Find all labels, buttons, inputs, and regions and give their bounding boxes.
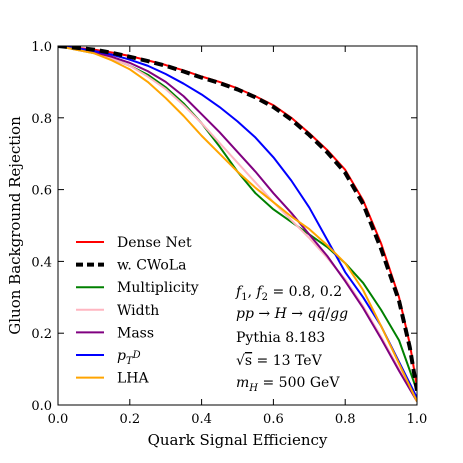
x-tick-label: 1.0 — [407, 412, 428, 427]
text-run: f — [235, 284, 244, 300]
text-run: w. CWoLa — [117, 258, 186, 274]
text-run: GeV — [305, 375, 340, 391]
text-run: . — [329, 284, 333, 300]
text-run: 8 — [302, 284, 311, 300]
annotation-process: pp → H → qq̄/gg — [236, 306, 348, 322]
y-tick-label: 0.0 — [31, 399, 52, 414]
y-tick-label: 1.0 — [31, 40, 52, 55]
text-run: 0 — [297, 375, 306, 391]
plot-frame — [57, 45, 418, 406]
x-tick-label: 0.8 — [335, 412, 356, 427]
series-line-p-t-d-5 — [58, 46, 417, 399]
text-run: = — [252, 353, 273, 369]
legend-label-multiplicity-2: Multiplicity — [117, 280, 199, 296]
text-run: p — [117, 348, 126, 364]
text-run: Width — [117, 303, 159, 319]
series-layer — [58, 46, 417, 402]
text-run: H — [248, 383, 258, 394]
x-tick-label: 0.6 — [263, 412, 284, 427]
annotation-f1-f2: f1​, f2​ = 0.8, 0.2 — [235, 284, 342, 303]
y-tick-label: 0.4 — [31, 255, 52, 270]
text-run: = — [268, 284, 289, 300]
x-tick-label: 0.4 — [191, 412, 212, 427]
text-run: H — [274, 306, 288, 322]
y-axis-label: Gluon Background Rejection — [6, 116, 24, 335]
text-run: p — [236, 306, 245, 322]
series-line-lha-6 — [58, 46, 417, 402]
series-line-w-cwola-1 — [58, 46, 417, 391]
legend-label-mass-4: Mass — [117, 325, 154, 341]
annotation-mass-h: mH​ = 500 GeV — [236, 375, 340, 394]
text-run: p — [245, 306, 254, 322]
text-run: g — [339, 306, 348, 322]
text-run: 0 — [288, 375, 297, 391]
text-run: q — [307, 306, 316, 322]
text-run: s — [245, 353, 252, 369]
text-run: √ — [236, 353, 245, 369]
text-run: Multiplicity — [117, 280, 199, 296]
text-run: 2 — [262, 292, 268, 303]
series-line-mass-4 — [58, 46, 417, 402]
x-tick-label: 0.0 — [48, 412, 69, 427]
text-run: Dense Net — [117, 235, 192, 251]
text-run: Pythia 8.183 — [236, 330, 325, 346]
text-run: / — [325, 306, 330, 322]
legend: Dense Net w. CWoLa Multiplicity Width Mass pT… — [76, 235, 199, 387]
text-run: LHA — [117, 371, 150, 387]
y-tick-label: 0.2 — [31, 327, 52, 342]
axes-layer: 0.0 0.2 0.4 0.6 0.8 1.00.00.20.40.60.81.0Quar… — [6, 40, 427, 449]
x-axis-label: Quark Signal Efficiency — [148, 431, 328, 449]
text-run: 3 — [282, 353, 291, 369]
text-run: T — [126, 356, 134, 367]
annotation-block: f1​, f2​ = 0.8, 0.2pp → H → qq̄/ggPythia… — [235, 284, 348, 394]
text-run: . — [298, 284, 302, 300]
text-run: TeV — [291, 353, 323, 369]
text-run: 2 — [333, 284, 342, 300]
annotation-sqrt-s: √s = 13 TeV — [236, 353, 323, 369]
text-run: q̄ — [316, 306, 325, 322]
text-run: → — [254, 306, 275, 322]
legend-label-w-cwola-1: w. CWoLa — [117, 258, 186, 274]
legend-label-dense-net-0: Dense Net — [117, 235, 192, 251]
y-tick-label: 0.8 — [31, 112, 52, 127]
text-run: D — [132, 350, 141, 361]
text-run: 0 — [320, 284, 329, 300]
text-run: f — [255, 284, 264, 300]
text-run: 5 — [279, 375, 288, 391]
text-run: , — [311, 284, 320, 300]
text-run: → — [287, 306, 308, 322]
y-tick-label: 0.6 — [31, 184, 52, 199]
text-run: m — [236, 375, 249, 391]
legend-label-lha-6: LHA — [117, 371, 150, 387]
text-run: 0 — [289, 284, 298, 300]
text-run: Mass — [117, 325, 154, 341]
legend-label-width-3: Width — [117, 303, 159, 319]
annotation-pythia: Pythia 8.183 — [236, 330, 325, 346]
text-run: 1 — [241, 292, 247, 303]
text-run: g — [330, 306, 339, 322]
x-tick-label: 0.2 — [119, 412, 140, 427]
text-run: = — [258, 375, 279, 391]
text-run: 1 — [273, 353, 282, 369]
legend-label-p-t-d-5: pTD​ — [117, 348, 141, 367]
text-run: , — [248, 284, 257, 300]
